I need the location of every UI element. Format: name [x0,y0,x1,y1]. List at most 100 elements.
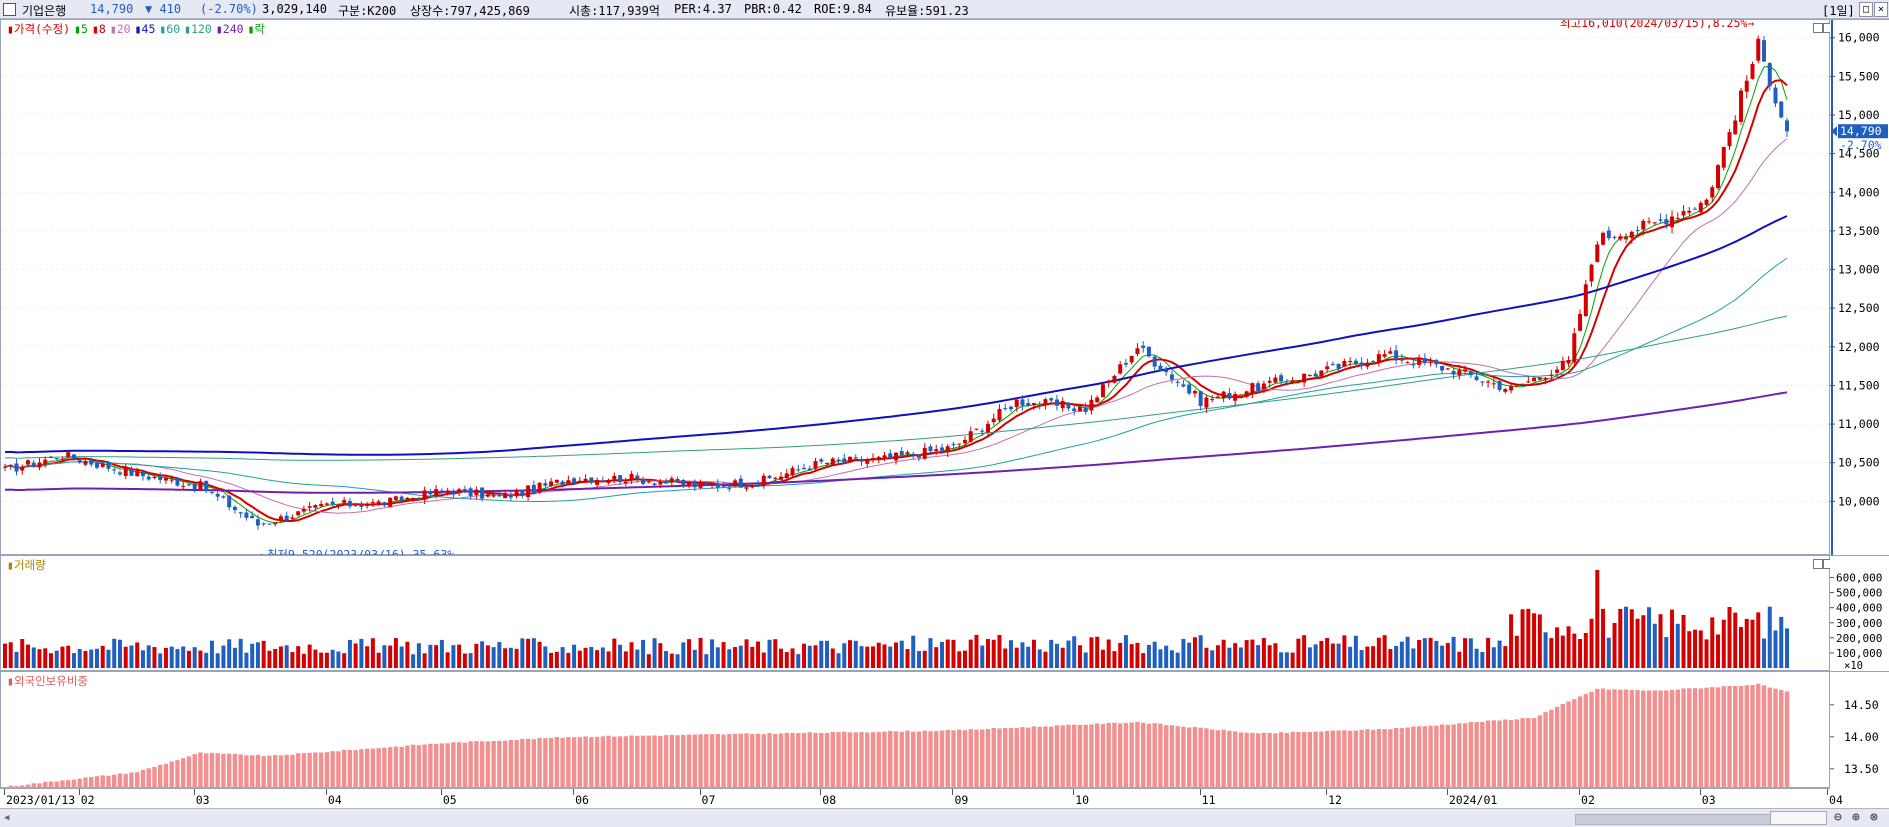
period-selector[interactable]: [1일] [1822,4,1855,18]
legend-item-4[interactable]: ▮45 [134,22,156,36]
foreign-ratio-bar [112,774,117,788]
candle-body [37,462,42,468]
candle-body [1457,370,1462,376]
legend-item-6[interactable]: ▮120 [184,22,212,36]
candle-body [14,463,19,472]
foreign-ratio-bar [2,787,8,788]
foreign-ratio-bar [773,734,778,788]
volume-bar [232,647,237,668]
volume-bar [733,647,738,668]
volume-bar [250,643,255,668]
foreign-ratio-bar [77,778,82,788]
legend-item-0[interactable]: ▮가격(수정) [7,22,71,36]
volume-bar [1244,640,1249,668]
candle-body [583,478,588,483]
candle-body [1687,210,1692,213]
volume-bar [192,647,197,668]
foreign-ratio-bar [796,733,801,788]
foreign-ratio-bar [1779,689,1784,788]
volume-bar [1089,637,1094,668]
select-checkbox[interactable] [3,3,16,16]
legend-item-7[interactable]: ▮240 [215,22,244,36]
volume-bar [1514,635,1519,668]
foreign-ratio-bar [330,751,335,788]
volume-bar [767,639,772,668]
foreign-ratio-bar [1422,726,1428,788]
foreign-ratio-bar [1135,722,1140,788]
price-pane[interactable]: ▮가격(수정) ▮5 ▮8 ▮20 ▮45 ▮60 ▮120 ▮240 ▮락 최고16,010(… [0,19,1833,556]
foreign-ratio-bar [1238,732,1244,788]
legend-item-1[interactable]: ▮5 [74,22,88,36]
foreign-ratio-bar [1457,723,1462,788]
volume-bar [692,649,697,668]
candle-body [1077,406,1082,412]
foreign-ratio-bar [1537,715,1543,788]
volume-tick-label: 600,000 [1836,572,1882,585]
volume-bar [480,641,485,668]
candle-body [1560,360,1565,370]
legend-item-8[interactable]: ▮락 [247,22,266,36]
x-axis-label: 02 [1581,793,1595,807]
zoom-in-icon[interactable]: ⊕ [1852,810,1860,825]
scroll-left-icon[interactable]: ◀ [4,813,10,823]
candle-body [1779,101,1784,118]
legend-item-2[interactable]: ▮8 [91,22,106,36]
volume-bar [1031,639,1036,668]
volume-bar [1537,614,1542,668]
foreign-ratio-bar [428,743,433,788]
volume-chart[interactable] [1,556,1831,672]
candle-body [1468,371,1473,376]
maximize-button[interactable]: □ [1859,2,1873,17]
volume-bar [399,646,404,668]
zoom-reset-icon[interactable]: ⊗ [1870,810,1878,825]
candle-body [1491,383,1496,385]
chart-scroll-bar[interactable]: ◀ ⊖ ⊕ ⊗ [0,808,1889,827]
legend-item-5[interactable]: ▮60 [159,22,181,36]
volume-bar [1503,646,1508,668]
zoom-out-icon[interactable]: ⊖ [1834,810,1842,825]
candle-body [968,431,973,442]
foreign-ratio-bar [790,732,795,788]
volume-bar [1670,609,1675,668]
date-x-axis: 2023/01/13 02 03 04 05 06 07 08 09 10 11 12 2024/01 0… [0,788,1843,809]
foreign-ratio-bar [934,731,939,788]
zoom-slider[interactable] [1770,811,1827,825]
candle-body [319,503,324,507]
volume-pane[interactable]: ▮거래량 [0,555,1833,672]
candle-body [1388,351,1393,354]
foreign-ratio-bar [393,746,399,788]
volume-bar [313,649,318,668]
foreign-ratio-bar [1526,718,1531,788]
volume-bar [1422,638,1427,668]
foreign-ratio-pane[interactable]: ▮외국인보유비중 [0,671,1830,788]
candle-body [123,467,128,476]
foreign-ratio-bar [353,750,358,788]
volume-bar [813,645,818,668]
legend-item-3[interactable]: ▮20 [109,22,131,36]
foreign-ratio-bar [738,733,743,788]
price-chart[interactable]: 최고16,010(2024/03/15),8.25%→ ←최저9,520(2023… [1,20,1831,556]
x-axis-label: 03 [1701,793,1716,807]
foreign-ratio-chart[interactable] [1,672,1831,789]
stock-name[interactable]: 기업은행 [22,4,67,18]
candle-body [77,460,82,463]
scroll-thumb[interactable] [1575,814,1787,825]
candle-body [514,490,519,497]
volume-bar [1560,635,1565,668]
volume-bar [888,646,893,668]
volume-pane-maximize-icon[interactable] [1813,559,1823,569]
close-button[interactable]: × [1874,2,1888,17]
volume-bar [1526,608,1531,668]
candle-body [1123,362,1128,365]
candle-body [1422,358,1427,363]
foreign-ratio-bar [1560,703,1566,788]
volume-bar [215,653,220,668]
volume-bar [1601,608,1606,668]
pane-maximize-icon[interactable] [1813,23,1823,33]
candle-body [1049,398,1054,401]
foreign-ratio-bar [1066,724,1071,788]
foreign-ratio-bar [1658,690,1663,788]
volume-bar [359,638,364,668]
foreign-ratio-bar [1204,728,1209,788]
volume-bar [566,652,571,668]
